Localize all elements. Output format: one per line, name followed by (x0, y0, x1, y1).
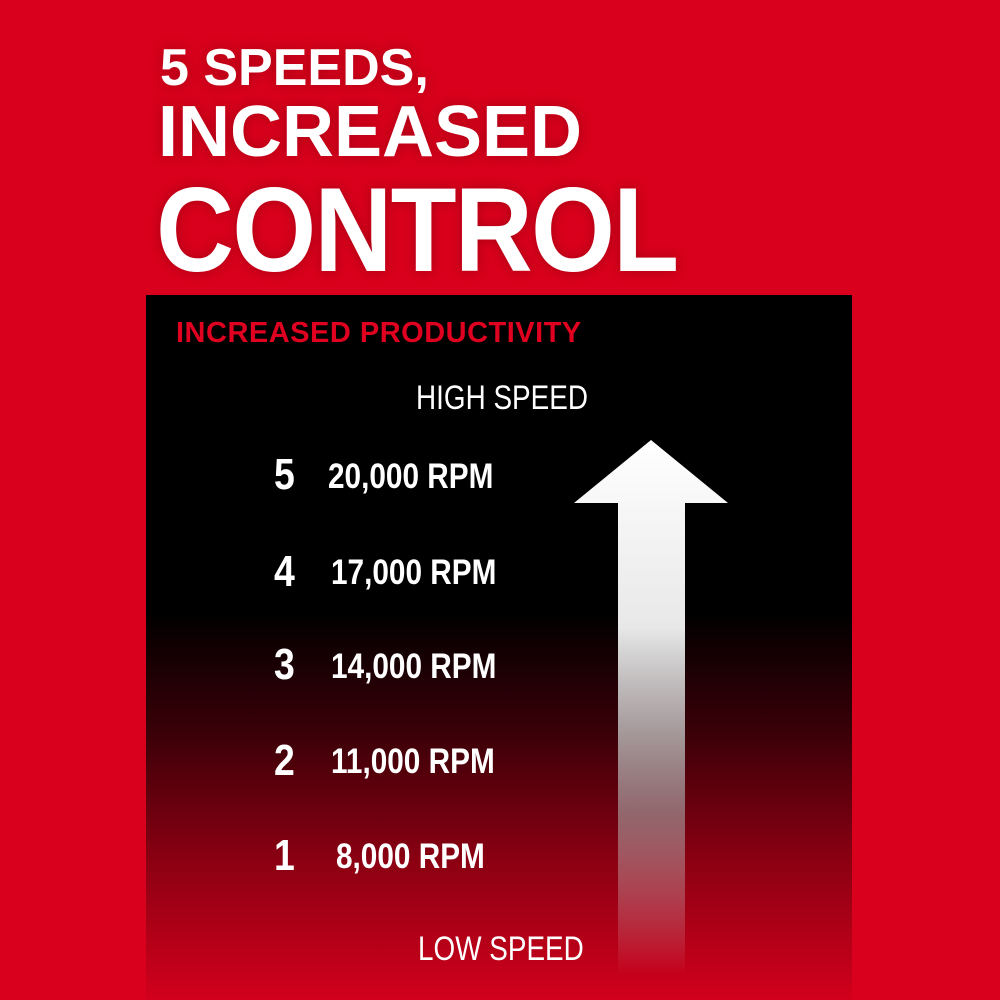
panel-subtitle: INCREASED PRODUCTIVITY (176, 317, 582, 349)
speed-rpm-1: 8,000 RPM (336, 837, 485, 876)
speed-panel: INCREASED PRODUCTIVITY HIGH SPEED 5 20,0… (146, 295, 852, 1000)
speed-setting-2: 2 (274, 736, 295, 785)
up-arrow-icon (574, 440, 728, 975)
headline-line-1: 5 SPEEDS, (160, 39, 429, 97)
headline-line-2: INCREASED (158, 92, 583, 172)
speed-rpm-4: 17,000 RPM (331, 553, 497, 592)
speed-setting-1: 1 (274, 831, 295, 880)
low-speed-label: LOW SPEED (418, 930, 584, 968)
speed-rpm-3: 14,000 RPM (331, 647, 497, 686)
speed-setting-5: 5 (274, 450, 295, 499)
headline-line-3: CONTROL (156, 163, 679, 297)
speed-rpm-5: 20,000 RPM (328, 457, 494, 496)
speed-setting-3: 3 (274, 640, 295, 689)
speed-setting-4: 4 (274, 547, 295, 596)
speed-rpm-2: 11,000 RPM (331, 742, 495, 781)
high-speed-label: HIGH SPEED (416, 379, 588, 417)
